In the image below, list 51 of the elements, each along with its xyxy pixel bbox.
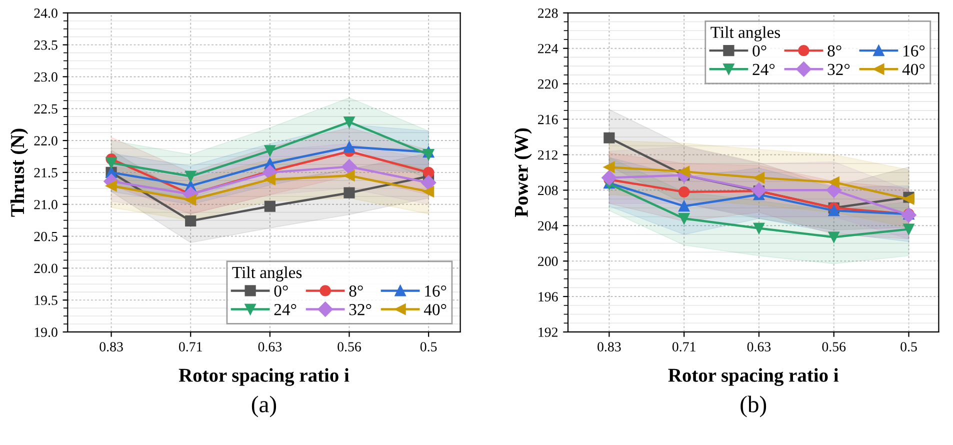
y-tick-label: 21.5	[34, 168, 58, 178]
x-tick-label: 0.83	[598, 342, 621, 352]
y-tick-label: 204	[538, 221, 558, 231]
legend-label: 32°	[349, 304, 372, 316]
x-tick-label: 0.56	[338, 342, 361, 352]
x-tick-label: 0.71	[672, 342, 696, 352]
legend-label: 8°	[349, 285, 363, 297]
y-tick-label: 23.5	[34, 40, 58, 50]
text: (a)	[252, 396, 276, 418]
y-tick-label: 23.0	[34, 72, 58, 82]
legend-label: 8°	[828, 45, 842, 57]
y-axis-title: Thrust (N)	[10, 128, 28, 217]
legend-label: 16°	[425, 285, 446, 297]
text: (b)	[740, 396, 766, 418]
x-tick-label: 0.5	[900, 342, 917, 352]
y-tick-label: 228	[538, 8, 558, 18]
legend-label: 24°	[274, 304, 296, 316]
legend-label: 0°	[274, 285, 288, 297]
legend-label: 32°	[828, 64, 850, 76]
legend-label: 24°	[752, 64, 775, 75]
legend-label: 40°	[902, 64, 925, 76]
x-tick-label: 0.71	[178, 342, 202, 352]
y-tick-label: 212	[538, 150, 558, 160]
y-tick-label: 192	[538, 328, 558, 337]
y-tick-label: 22.0	[34, 136, 58, 146]
y-tick-label: 196	[538, 292, 558, 302]
legend-label: 40°	[424, 304, 446, 316]
y-tick-label: 20.5	[34, 232, 58, 242]
x-tick-label: 0.5	[420, 342, 437, 352]
legend-label: 0°	[752, 45, 766, 57]
y-tick-label: 19.5	[34, 296, 58, 306]
y-tick-label: 208	[538, 186, 558, 196]
y-tick-label: 200	[538, 256, 558, 266]
y-tick-label: 22.5	[34, 104, 58, 114]
y-axis-title: Power (W)	[514, 128, 532, 218]
legend-title: Tilt angles	[232, 266, 302, 282]
y-tick-label: 216	[538, 114, 558, 124]
x-tick-label: 0.56	[822, 342, 846, 352]
y-tick-label: 220	[538, 79, 558, 89]
x-tick-label: 0.63	[258, 342, 282, 352]
x-tick-label: 0.63	[747, 342, 771, 352]
y-tick-label: 224	[538, 44, 558, 54]
x-tick-label: 0.83	[100, 342, 123, 352]
legend-title: Tilt angles	[710, 26, 780, 42]
y-tick-label: 19.0	[34, 328, 58, 337]
x-axis-title: Rotor spacing ratio i	[668, 368, 838, 386]
x-axis-title: Rotor spacing ratio i	[178, 368, 350, 386]
legend-label: 16°	[904, 45, 925, 57]
y-tick-label: 21.0	[34, 200, 58, 210]
y-tick-label: 24.0	[34, 8, 58, 18]
y-tick-label: 20.0	[34, 264, 58, 274]
